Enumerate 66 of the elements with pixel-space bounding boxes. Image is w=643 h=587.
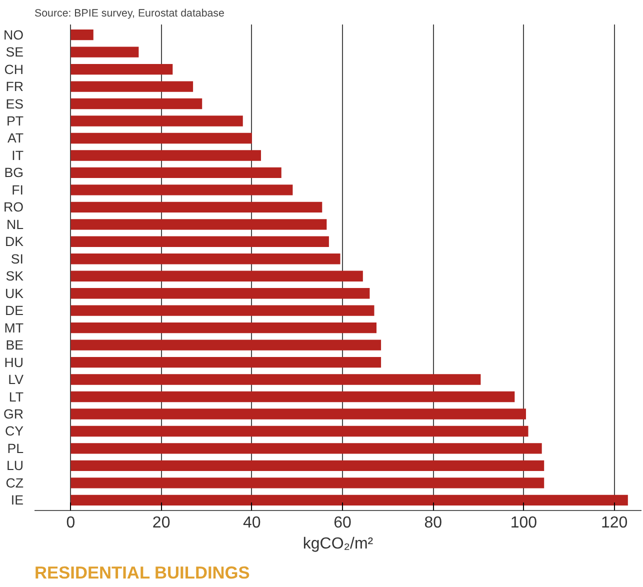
bar — [70, 132, 252, 144]
y-tick-label: NL — [6, 216, 24, 232]
bar — [70, 98, 202, 110]
x-axis-title: kgCO₂/m² — [302, 536, 374, 552]
y-tick-label: MT — [4, 320, 24, 336]
bar — [70, 30, 94, 40]
y-tick-label: CZ — [6, 475, 24, 490]
y-tick-label: DK — [4, 234, 24, 250]
bar — [70, 426, 528, 437]
x-tick-label: 80 — [424, 514, 442, 532]
text: RESIDENTIAL BUILDINGS — [34, 562, 250, 582]
bar — [70, 219, 327, 230]
y-tick-label: LU — [6, 458, 24, 474]
source-note: Source: BPIE survey, Eurostat database — [34, 8, 225, 20]
bar — [70, 202, 322, 213]
y-tick-label: SK — [6, 268, 24, 284]
y-tick-label: LT — [8, 389, 24, 404]
y-tick-label: PT — [6, 114, 24, 129]
bar — [70, 356, 382, 368]
y-tick-label: LV — [8, 372, 24, 388]
y-tick-label: IT — [12, 148, 24, 163]
bar — [70, 340, 382, 350]
bar — [70, 236, 329, 247]
bar — [70, 81, 194, 92]
x-tick-label: 0 — [66, 514, 76, 532]
y-tick-label: SE — [6, 44, 24, 60]
bar — [70, 322, 377, 334]
bar — [70, 443, 542, 454]
y-tick-label: FI — [12, 182, 24, 198]
y-tick-label: PL — [7, 440, 24, 456]
x-tick-label: 40 — [243, 514, 261, 532]
bar — [70, 408, 526, 420]
x-tick-label: 20 — [152, 514, 170, 532]
bar — [70, 184, 293, 196]
bar — [70, 116, 243, 126]
bar — [70, 46, 139, 58]
y-tick-label: BG — [4, 165, 24, 180]
y-tick-label: UK — [4, 286, 24, 301]
x-tick-label: 60 — [334, 514, 352, 532]
y-tick-label: ES — [6, 96, 24, 112]
bar — [70, 288, 370, 299]
y-tick-label: DE — [4, 303, 24, 318]
y-tick-label: GR — [4, 406, 24, 422]
bar — [70, 391, 515, 402]
y-tick-label: AT — [7, 130, 24, 146]
bar — [70, 150, 261, 161]
bar — [70, 305, 374, 316]
bar — [70, 64, 173, 75]
bar — [70, 167, 282, 178]
bar — [70, 494, 628, 506]
bar — [70, 478, 544, 488]
y-tick-label: SI — [10, 251, 24, 266]
y-tick-label: RO — [4, 200, 24, 215]
y-tick-label: IE — [10, 492, 24, 508]
y-tick-label: NO — [4, 27, 24, 42]
y-tick-label: BE — [6, 338, 24, 353]
bar — [70, 460, 544, 472]
bar — [70, 270, 363, 282]
bar — [70, 374, 481, 385]
y-tick-label: HU — [4, 354, 24, 370]
x-tick-label: 100 — [510, 514, 538, 532]
x-tick-label: 120 — [600, 514, 628, 532]
y-tick-label: FR — [6, 79, 24, 94]
y-tick-label: CY — [4, 424, 24, 439]
bar — [70, 254, 340, 264]
y-tick-label: CH — [4, 62, 24, 77]
